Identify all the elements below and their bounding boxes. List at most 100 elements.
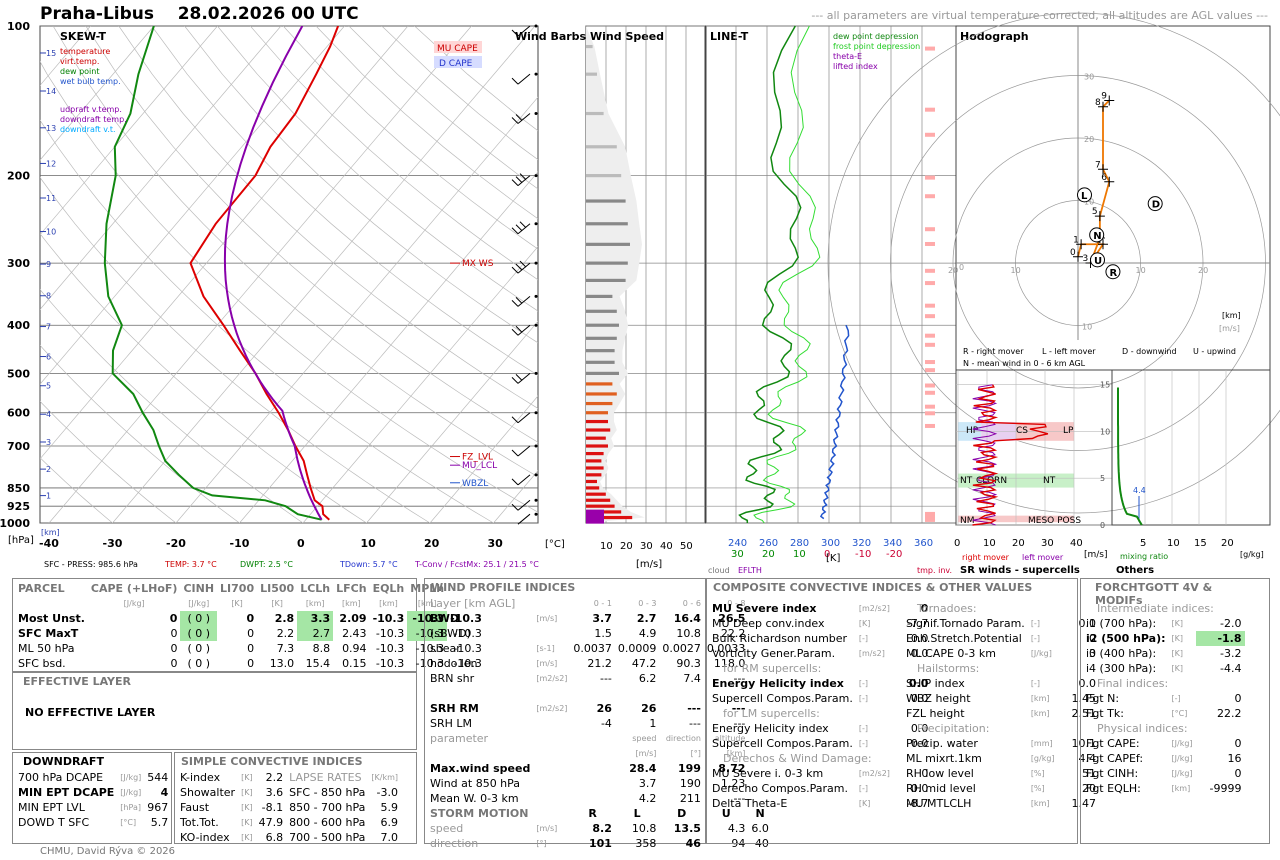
skewt-legend: udpraft v.temp. [60, 105, 122, 114]
wind-label [427, 746, 533, 761]
composite-unit: [m2/s2] [858, 769, 890, 778]
km-tick-label: 4 [46, 410, 51, 419]
parcel-name: ML 50 hPa [18, 642, 75, 655]
downdraft-row: MIN EPT DCAPE [J/kg] 4 [15, 785, 171, 800]
linet-legend: lifted index [833, 62, 878, 71]
pressure-tick: 1000 [0, 517, 30, 530]
composite-section: COMPOSITE CONVECTIVE INDICES & OTHER VAL… [706, 578, 1096, 844]
storm-direction: 101 [588, 837, 612, 850]
hodo-mover-label: D [1152, 200, 1160, 211]
temp-tick: -10 [230, 537, 250, 550]
footer: CHMU, David Rýva © 2026 [40, 846, 176, 857]
wind-barb [517, 324, 531, 336]
hodo-title: Hodograph [960, 30, 1029, 43]
parcel-li500: 2.7 [297, 626, 334, 641]
windspeed-bar [586, 498, 611, 502]
col-eqlh: EQLh [372, 582, 405, 595]
level-label: FZ_LVL [462, 453, 493, 463]
hodo-mover-label: R [1109, 268, 1117, 279]
parcel-name: SFC bsd. [18, 657, 66, 670]
blank [533, 806, 570, 821]
skewt-title: SKEW-T [60, 30, 107, 43]
composite-right: Tornadoes: Signif.Tornado Param. [-] 0.0 Enh… [903, 601, 1099, 811]
dry-adiabat [40, 400, 177, 523]
forchtgott-value: 22.2 [1217, 707, 1242, 720]
wind-value: 22.2 [720, 627, 746, 640]
wind-barb-flag [511, 328, 519, 336]
wind-barb [517, 499, 531, 511]
parcel-lfch: -10.3 [375, 627, 405, 640]
windspeed-bar [586, 145, 617, 149]
storm-col: N [755, 807, 765, 820]
sr-zone-label: NM [960, 516, 975, 526]
simple-value: 47.9 [258, 816, 284, 829]
composite-value: 1.45 [1071, 692, 1097, 705]
level-label: WBZL [462, 479, 488, 489]
isotherm [112, 26, 536, 523]
composite-row: WBZ height [km] 1.45 [903, 691, 1099, 706]
p-ylabel: [hPa] [8, 535, 34, 546]
wind-value: --- [688, 717, 701, 730]
wind-barb [517, 513, 531, 525]
storm-col: D [677, 807, 687, 820]
composite-row: FZL height [km] 2.51 [903, 706, 1099, 721]
sr-legend: right mover [962, 553, 1010, 562]
km-tick-label: 7 [46, 323, 51, 332]
hodo-mover [1077, 187, 1092, 203]
wind-barb-flag [515, 325, 523, 333]
windspeed-bar [586, 371, 619, 375]
composite-row: Delta Theta-E [K] -8.7 [709, 796, 931, 811]
wind-barb-flag [511, 77, 519, 85]
lapse-value: 6.9 [380, 816, 399, 829]
forchtgott-label: Fgt N: [1086, 692, 1120, 705]
unit: [km] [417, 599, 437, 608]
wind-value: 16.4 [673, 612, 701, 625]
forchtgott-heading: Intermediate indices: [1083, 601, 1245, 616]
skewt-legend: wet bulb temp. [60, 77, 121, 86]
wind-value: 28.4 [629, 762, 657, 775]
sr-zone-label: LP [1063, 426, 1074, 436]
wind-barb-dot [534, 72, 538, 76]
inversion-bar [925, 368, 935, 373]
wind-barb-dot [534, 371, 538, 375]
wind-unit [533, 746, 570, 761]
wind-value [570, 776, 615, 791]
simple-unit: [K] [241, 788, 253, 797]
others-xtick: 20 [1221, 538, 1234, 549]
hodo-axis-tick: 20 [948, 266, 958, 275]
inversion-bar [925, 107, 935, 112]
windspeed-tick: 50 [680, 541, 693, 552]
wind-unit: [m2/s2] [536, 704, 568, 713]
parcel-lfch: -10.3 [372, 612, 405, 625]
wind-value: 0 - 8 [727, 599, 746, 608]
sr-zone-label: HP [966, 426, 979, 436]
composite-heading: for LM supercells: [723, 707, 820, 720]
km-tick-label: 13 [46, 124, 56, 133]
dry-adiabat [40, 176, 431, 523]
hodo-km-label: 8 [1095, 98, 1101, 108]
dd-unit: [J/kg] [120, 788, 142, 797]
parcel-cinh: 0 [246, 612, 255, 625]
wind-label: SRH LM [430, 717, 473, 730]
storm-speed: 13.5 [673, 822, 701, 835]
wind-label: Max.wind speed [430, 762, 531, 775]
hodo-km-label: 1 [1073, 235, 1079, 245]
wind-label: Wind at 850 hPa [430, 777, 521, 790]
sr-legend: left mover [1022, 553, 1064, 562]
simple-value: -8.1 [261, 801, 284, 814]
forchtgott-value: 0 [1234, 767, 1242, 780]
windspeed-bar [586, 419, 608, 424]
composite-unit: [m2/s2] [858, 604, 890, 613]
forchtgott-row: i2 (500 hPa): [K] -1.8 [1083, 631, 1245, 646]
km-tick-label: 1 [46, 492, 51, 501]
windspeed-bar [586, 515, 633, 520]
storm-col: U [721, 807, 731, 820]
sr-title: SR winds - supercells [960, 565, 1080, 576]
dry-adiabat [217, 26, 538, 312]
temp-tick: -30 [103, 537, 123, 550]
unit: [K] [271, 599, 283, 608]
composite-unit: [K] [858, 619, 871, 628]
forchtgott-value: -4.4 [1220, 662, 1242, 675]
composite-value: 0.0 [1078, 677, 1097, 690]
wind-barb-dot [534, 411, 538, 415]
